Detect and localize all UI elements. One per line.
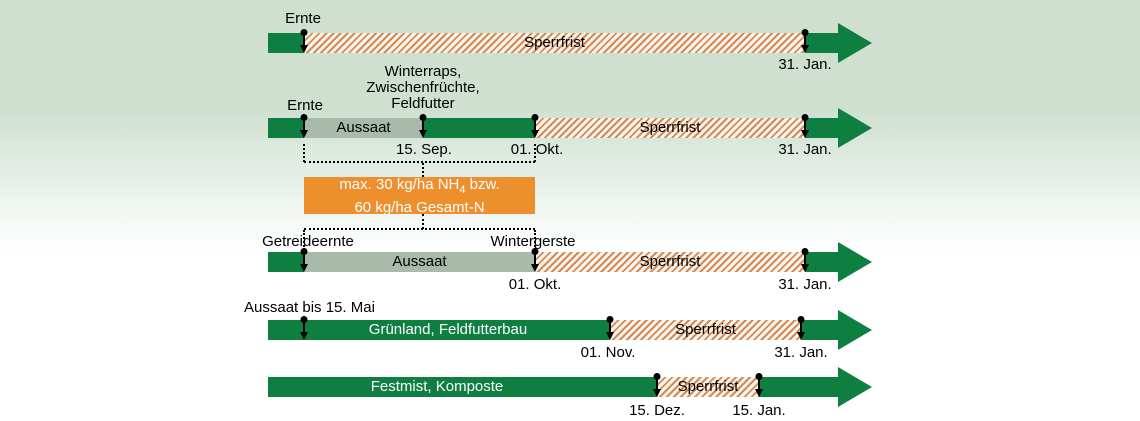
row2-sperrfrist-label: Sperrfrist xyxy=(639,119,701,136)
row2-date-okt01-label: 01. Okt. xyxy=(510,141,564,158)
row2-ernte-label: Ernte xyxy=(287,97,323,114)
row3-date-okt01-label: 01. Okt. xyxy=(508,276,562,293)
dotted-connector-bottom-horizontal xyxy=(304,228,535,230)
row2-crops-line2: Zwischenfrüchte, xyxy=(366,79,480,96)
row3-arrowhead-icon xyxy=(838,242,872,282)
row4-sperrfrist-label: Sperrfrist xyxy=(675,321,736,338)
dotted-connector-right-bottom xyxy=(534,230,536,250)
row4-end-marker-icon xyxy=(797,316,805,340)
row3-end-date-label: 31. Jan. xyxy=(778,276,832,293)
row2-sep15-marker-icon xyxy=(419,114,427,138)
row4-gruenland-label: Grünland, Feldfutterbau xyxy=(368,321,528,338)
row1-start-marker-icon xyxy=(300,29,308,53)
note-line1: max. 30 kg/ha NH4 bzw. xyxy=(304,176,535,199)
row4-nov01-marker-icon xyxy=(606,316,614,340)
row5-sperrfrist-label: Sperrfrist xyxy=(677,378,739,395)
row5-festmist-label: Festmist, Komposte xyxy=(370,378,504,395)
row2-okt01-marker-icon xyxy=(531,114,539,138)
row5-date-jan15-label: 15. Jan. xyxy=(732,402,786,419)
row3-okt01-marker-icon xyxy=(531,248,539,272)
row5-date-dez15-label: 15. Dez. xyxy=(629,402,685,419)
row3-aussaat-segment: Aussaat xyxy=(304,252,535,272)
row2-end-marker-icon xyxy=(801,114,809,138)
row3-aussaat-label: Aussaat xyxy=(392,253,447,270)
row2-crops-line1: Winterraps, xyxy=(384,63,462,80)
row4-aussaat-bis-label: Aussaat bis 15. Mai xyxy=(244,299,375,316)
row4-mai15-marker-icon xyxy=(300,316,308,340)
dotted-connector-top-horizontal xyxy=(304,161,535,163)
row2-end-date-label: 31. Jan. xyxy=(778,141,832,158)
note-line1-text: max. 30 kg/ha NH xyxy=(339,175,460,193)
row5-jan15-marker-icon xyxy=(755,373,763,397)
row2-sperrfrist-segment: Sperrfrist xyxy=(535,118,805,138)
row3-start-marker-icon xyxy=(300,248,308,272)
row2-aussaat-segment: Aussaat xyxy=(304,118,423,138)
row2-date-sep15-label: 15. Sep. xyxy=(396,141,452,158)
note-line1-suffix: bzw. xyxy=(465,175,500,193)
row2-arrowhead-icon xyxy=(838,108,872,148)
row2-ernte-marker-icon xyxy=(300,114,308,138)
note-line2: 60 kg/ha Gesamt-N xyxy=(354,198,485,216)
row3-sperrfrist-segment: Sperrfrist xyxy=(535,252,805,272)
row1-end-marker-icon xyxy=(801,29,809,53)
row5-sperrfrist-segment: Sperrfrist xyxy=(657,377,759,397)
row2-crops-line3: Feldfutter xyxy=(391,95,455,112)
row3-end-marker-icon xyxy=(801,248,809,272)
row1-sperrfrist-segment: Sperrfrist xyxy=(304,33,805,53)
row3-wintergerste-label: Wintergerste xyxy=(490,233,576,250)
row5-dez15-marker-icon xyxy=(653,373,661,397)
dotted-connector-to-note xyxy=(422,163,424,177)
row1-ernte-label: Ernte xyxy=(285,10,321,27)
note-line1-subscript: 4 xyxy=(459,183,466,196)
row4-date-nov01-label: 01. Nov. xyxy=(580,344,636,361)
dotted-connector-from-note xyxy=(422,214,424,229)
row3-getreideernte-label: Getreideernte xyxy=(262,233,354,250)
row3-sperrfrist-label: Sperrfrist xyxy=(639,253,701,270)
dotted-connector-left-bottom xyxy=(303,230,305,250)
row4-end-date-label: 31. Jan. xyxy=(774,344,828,361)
row1-end-date-label: 31. Jan. xyxy=(778,56,832,73)
row2-crops-label: Winterraps, Zwischenfrüchte, Feldfutter xyxy=(366,64,479,112)
dotted-connector-left-top xyxy=(303,144,305,162)
row4-sperrfrist-segment: Sperrfrist xyxy=(610,320,801,340)
dotted-connector-right-top xyxy=(534,144,536,162)
row1-sperrfrist-label: Sperrfrist xyxy=(524,34,585,51)
row1-arrowhead-icon xyxy=(838,23,872,63)
row5-arrowhead-icon xyxy=(838,367,872,407)
row2-aussaat-label: Aussaat xyxy=(336,119,391,136)
row4-arrowhead-icon xyxy=(838,310,872,350)
note-box: max. 30 kg/ha NH4 bzw. 60 kg/ha Gesamt-N xyxy=(304,176,535,216)
